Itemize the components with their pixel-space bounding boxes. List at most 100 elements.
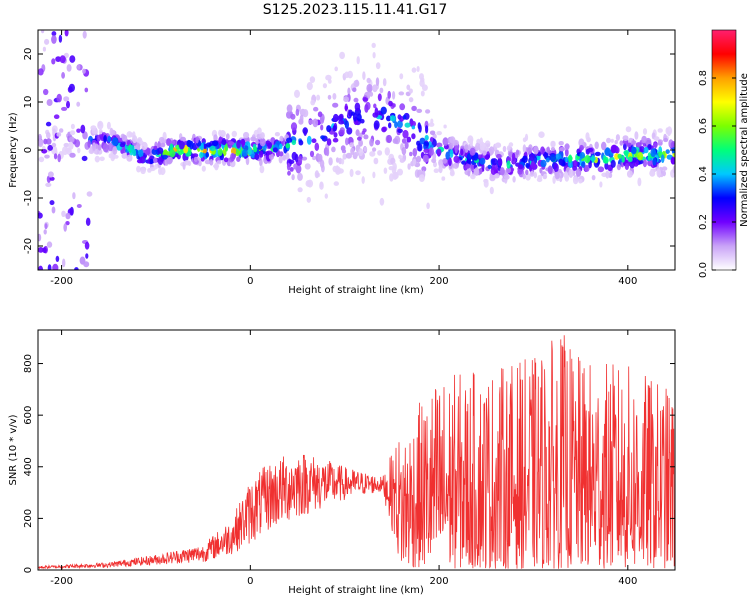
heatmap-cell [342, 153, 347, 160]
heatmap-cell [153, 145, 158, 150]
heatmap-cell [99, 156, 105, 162]
heatmap-cell [66, 100, 70, 109]
heatmap-cell [331, 146, 336, 153]
heatmap-cell [160, 142, 166, 148]
heatmap-cell [324, 193, 328, 199]
heatmap-cell [364, 104, 369, 113]
heatmap-cell [353, 97, 359, 103]
heatmap-cell [617, 153, 622, 159]
heatmap-cell [360, 118, 365, 124]
heatmap-cell [332, 102, 339, 108]
heatmap-cell [474, 167, 480, 176]
figure-title: S125.2023.115.11.41.G17 [263, 2, 448, 18]
heatmap-cell [345, 152, 352, 159]
heatmap-cell [408, 97, 414, 103]
heatmap-cell [339, 51, 345, 60]
heatmap-cell [665, 149, 670, 155]
heatmap-cell [603, 156, 609, 164]
heatmap-cell [643, 146, 649, 154]
heatmap-cell [312, 155, 317, 161]
y-tick-label: 10 [23, 96, 34, 109]
heatmap-cell [198, 160, 202, 167]
heatmap-cell [382, 78, 387, 87]
heatmap-cell [319, 117, 325, 124]
colorbar-tick-label: 0.8 [698, 70, 709, 86]
heatmap-cell [404, 122, 411, 128]
heatmap-cell [590, 156, 596, 162]
y-tick-label: 200 [23, 509, 34, 528]
heatmap-cell [46, 241, 53, 248]
heatmap-cell [49, 176, 55, 181]
heatmap-cell [216, 160, 222, 165]
heatmap-cell [579, 144, 584, 151]
heatmap-cell [257, 127, 262, 135]
heatmap-cell [423, 141, 430, 146]
heatmap-cell [428, 147, 434, 156]
heatmap-cell [306, 82, 313, 91]
heatmap-cell [647, 144, 652, 151]
heatmap-cell [442, 158, 448, 164]
heatmap-cell [82, 131, 88, 140]
heatmap-cell [68, 83, 75, 92]
heatmap-cell [274, 132, 280, 137]
heatmap-cell [614, 140, 618, 145]
heatmap-cell [399, 158, 405, 163]
heatmap-cell [406, 84, 411, 91]
heatmap-cell [163, 149, 168, 157]
heatmap-cell [369, 138, 374, 147]
heatmap-cell [193, 156, 198, 163]
heatmap-cell [120, 148, 125, 155]
snr-ylabel: SNR (10 * v/v) [8, 414, 19, 485]
heatmap-cell [353, 79, 360, 88]
x-tick-label: 200 [430, 276, 449, 287]
heatmap-cell [97, 144, 102, 151]
heatmap-cell [126, 154, 133, 162]
heatmap-cell [441, 176, 446, 181]
heatmap-cell [298, 155, 303, 164]
heatmap-cell [433, 168, 439, 173]
heatmap-cell [358, 139, 363, 147]
heatmap-cell [554, 171, 560, 180]
heatmap-cell [158, 167, 162, 175]
heatmap-cell [51, 31, 57, 37]
heatmap-cell [388, 166, 394, 171]
heatmap-cell [417, 143, 423, 152]
heatmap-cell [525, 162, 530, 168]
heatmap-cell [310, 99, 316, 106]
heatmap-cell [420, 77, 425, 83]
heatmap-cell [369, 151, 376, 157]
heatmap-cell [84, 87, 89, 93]
heatmap-cell [362, 71, 366, 81]
heatmap-cell [278, 156, 283, 164]
heatmap-cell [87, 139, 91, 148]
heatmap-cell [97, 120, 104, 130]
heatmap-cell [298, 139, 304, 146]
heatmap-cell [241, 149, 248, 157]
heatmap-cell [416, 155, 421, 163]
heatmap-cell [291, 174, 295, 181]
heatmap-cell [666, 126, 673, 135]
heatmap-cell [65, 147, 70, 153]
heatmap-cell [183, 160, 191, 166]
heatmap-cell [372, 147, 377, 152]
heatmap-cell [392, 91, 396, 100]
heatmap-cell [442, 137, 449, 146]
heatmap-cell [46, 132, 51, 139]
heatmap-cell [377, 150, 383, 156]
heatmap-cell [625, 126, 632, 133]
heatmap-cell [325, 74, 332, 81]
heatmap-cell [496, 153, 502, 159]
snr-series-line [38, 335, 675, 570]
heatmap-cell [201, 165, 206, 172]
heatmap-cell [375, 77, 380, 86]
heatmap-cell [380, 106, 387, 115]
heatmap-cell [372, 112, 379, 118]
heatmap-cell [361, 176, 365, 184]
heatmap-cell [387, 90, 392, 99]
heatmap-cell [511, 152, 516, 162]
heatmap-cell [136, 165, 141, 173]
heatmap-cell [38, 212, 43, 219]
heatmap-cell [572, 176, 579, 185]
heatmap-cell [637, 177, 642, 187]
heatmap-cell [423, 148, 430, 153]
